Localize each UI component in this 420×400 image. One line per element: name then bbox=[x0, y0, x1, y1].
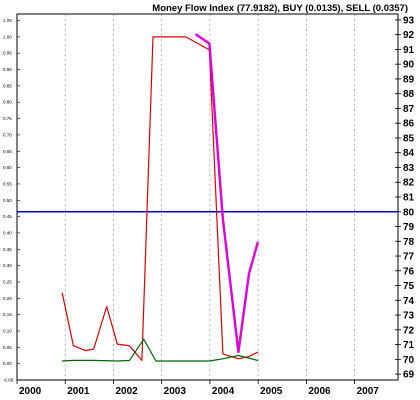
x-axis-tick-label: 2004 bbox=[212, 386, 235, 397]
x-axis-tick-label: 2005 bbox=[260, 386, 283, 397]
right-axis-tick-label: 92 bbox=[403, 30, 415, 41]
money-flow-index-line bbox=[195, 33, 259, 354]
right-axis-tick-label: 86 bbox=[403, 119, 415, 130]
right-axis-tick-label: 84 bbox=[403, 148, 415, 159]
right-axis-tick-label: 85 bbox=[403, 133, 415, 144]
left-axis-tick-label: 0.30 bbox=[3, 263, 12, 268]
right-axis-tick-label: 93 bbox=[403, 15, 415, 26]
right-axis-tick-label: 88 bbox=[403, 89, 415, 100]
left-axis-tick-label: 0.40 bbox=[3, 230, 12, 235]
x-axis-tick-label: 2007 bbox=[357, 386, 380, 397]
right-axis-tick-label: 75 bbox=[403, 281, 415, 292]
left-axis-tick-label: 0.80 bbox=[3, 100, 12, 105]
left-axis-tick-label: 0.60 bbox=[3, 165, 12, 170]
right-axis-tick-label: 81 bbox=[403, 193, 415, 204]
right-axis-tick-label: 90 bbox=[403, 60, 415, 71]
left-axis-tick-label: 0.25 bbox=[3, 279, 12, 284]
sell-series-line bbox=[61, 36, 259, 361]
right-axis-tick-label: 78 bbox=[403, 237, 415, 248]
right-axis-tick-label: 91 bbox=[403, 45, 415, 56]
left-axis-tick-label: 0.65 bbox=[3, 149, 12, 154]
right-axis-tick-label: 76 bbox=[403, 266, 415, 277]
left-axis-tick-label: 0.10 bbox=[3, 328, 12, 333]
left-axis-tick-label: 0.00 bbox=[3, 361, 12, 366]
left-axis-tick-label: 0.20 bbox=[3, 296, 12, 301]
x-axis-tick-label: 2002 bbox=[115, 386, 138, 397]
left-axis-tick-label: 0.75 bbox=[3, 116, 12, 121]
right-axis-tick-label: 74 bbox=[403, 296, 415, 307]
right-axis-tick-label: 72 bbox=[403, 325, 415, 336]
left-axis-tick-label: 0.05 bbox=[3, 345, 12, 350]
right-axis-tick-label: 82 bbox=[403, 178, 415, 189]
right-axis-tick-label: 71 bbox=[403, 340, 415, 351]
left-axis-tick-label: 1.00 bbox=[3, 34, 12, 39]
chart-title: Money Flow Index (77.9182), BUY (0.0135)… bbox=[152, 3, 408, 14]
right-axis-tick-label: 79 bbox=[403, 222, 415, 233]
left-axis-tick-label: 0.45 bbox=[3, 214, 12, 219]
left-axis-tick-label: 0.35 bbox=[3, 247, 12, 252]
right-axis-tick-label: 83 bbox=[403, 163, 415, 174]
right-axis-tick-label: 69 bbox=[403, 370, 415, 381]
left-axis-tick-label: 0.55 bbox=[3, 181, 12, 186]
right-axis-tick-label: 87 bbox=[403, 104, 415, 115]
x-axis-tick-label: 2003 bbox=[164, 386, 187, 397]
right-axis-tick-label: 70 bbox=[403, 355, 415, 366]
left-axis-tick-label: 0.15 bbox=[3, 312, 12, 317]
x-axis-tick-label: 2000 bbox=[19, 386, 42, 397]
buy-series-line bbox=[61, 338, 259, 362]
left-axis-tick-label: -0.05 bbox=[3, 378, 14, 383]
left-axis-tick-label: 0.90 bbox=[3, 67, 12, 72]
left-axis-tick-label: 1.05 bbox=[3, 18, 12, 23]
x-axis-tick-label: 2006 bbox=[308, 386, 331, 397]
right-axis-tick-label: 77 bbox=[403, 252, 415, 263]
x-axis-tick-label: 2001 bbox=[67, 386, 90, 397]
left-axis-tick-label: 0.50 bbox=[3, 198, 12, 203]
right-axis-tick-label: 89 bbox=[403, 74, 415, 85]
left-axis-tick-label: 0.70 bbox=[3, 132, 12, 137]
plot-frame bbox=[16, 13, 399, 381]
left-axis-tick-label: 0.85 bbox=[3, 83, 12, 88]
left-axis-tick-label: 0.95 bbox=[3, 51, 12, 56]
right-axis-tick-label: 80 bbox=[403, 207, 415, 218]
right-axis-tick-label: 73 bbox=[403, 311, 415, 322]
